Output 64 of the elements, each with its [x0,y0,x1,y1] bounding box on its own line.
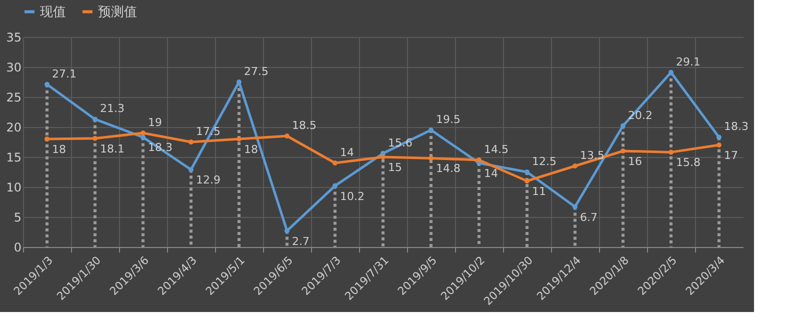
data-label: 16 [628,155,642,168]
point [140,134,146,140]
point [188,140,194,144]
data-label: 10.2 [340,190,364,203]
y-tick-label: 25 [6,90,22,104]
y-tick-label: 30 [6,60,22,74]
data-label: 15 [388,161,402,174]
data-label: 11 [532,185,546,198]
data-label: 18.1 [100,142,124,156]
point [476,158,482,162]
data-label: 18.3 [724,120,748,134]
data-label: 13.5 [580,149,604,162]
y-tick-label: 0 [14,240,22,254]
data-label: 21.3 [100,102,124,116]
data-label: 27.1 [52,67,76,80]
point [92,136,98,141]
point [572,164,578,168]
y-tick-label: 15 [6,150,22,164]
data-label: 2.7 [292,234,310,248]
point [572,204,578,210]
data-label: 29.1 [676,55,700,68]
point [668,150,674,155]
data-label: 18 [244,143,258,156]
legend-label: 现值 [40,4,66,20]
point [188,167,194,172]
y-tick-label: 10 [6,180,22,194]
point [236,136,242,142]
point [332,160,338,166]
data-label: 6.7 [580,210,598,224]
y-tick-label: 35 [6,30,22,44]
point [524,178,530,184]
point [380,154,386,160]
point [620,148,626,154]
data-label: 27.5 [244,65,268,78]
data-label: 15.8 [676,156,700,170]
point [428,156,434,161]
data-label: 17 [724,149,738,162]
point [140,130,146,136]
point [716,142,722,148]
point [92,116,98,122]
point [428,128,434,132]
data-label: 12.9 [196,174,220,187]
data-label: 12.5 [532,155,556,168]
data-label: 19.5 [436,113,460,126]
point [668,70,674,75]
data-label: 14 [340,146,354,159]
point [524,170,530,174]
data-label: 18 [52,143,66,156]
y-tick-label: 20 [6,120,22,134]
data-label: 19 [148,116,162,129]
data-label: 18.5 [292,119,316,132]
point [716,134,722,140]
data-label: 14.8 [436,162,460,176]
y-tick-label: 5 [14,210,22,224]
point [44,136,50,142]
point [620,123,626,128]
data-label: 14 [484,167,498,180]
point [284,228,290,234]
legend-label: 预测值 [98,4,137,20]
data-label: 14.5 [484,143,508,156]
point [284,134,290,138]
point [236,80,242,84]
point [332,183,338,188]
point [44,82,50,87]
